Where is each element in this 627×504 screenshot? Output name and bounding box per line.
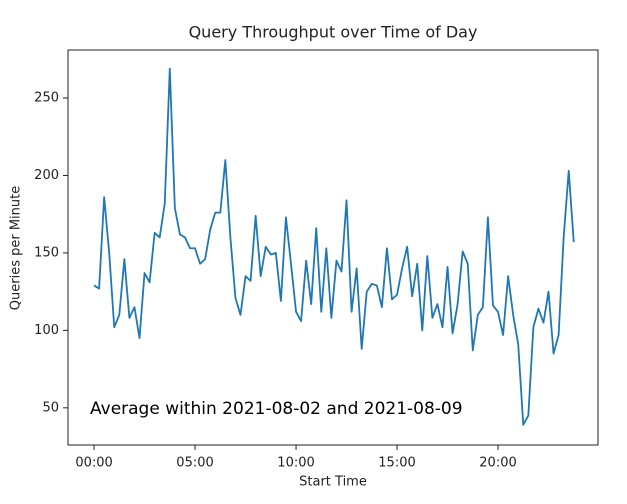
y-tick-label: 100 xyxy=(34,323,59,338)
x-tick-label: 20:00 xyxy=(479,456,516,471)
plot-frame xyxy=(67,49,599,446)
x-tick-label: 10:00 xyxy=(277,456,314,471)
y-axis-label: Queries per Minute xyxy=(9,186,24,310)
y-tick-label: 50 xyxy=(42,400,59,415)
x-tick-label: 15:00 xyxy=(378,456,415,471)
y-tick-label: 150 xyxy=(34,245,59,260)
x-tick-label: 00:00 xyxy=(75,456,112,471)
series-line xyxy=(93,67,575,426)
chart-title: Query Throughput over Time of Day xyxy=(189,23,478,42)
y-tick-label: 250 xyxy=(34,91,59,106)
y-tick-label: 200 xyxy=(34,168,59,183)
x-axis-label: Start Time xyxy=(299,475,367,490)
x-tick-label: 05:00 xyxy=(176,456,213,471)
annotation: Average within 2021-08-02 and 2021-08-09 xyxy=(90,399,463,419)
